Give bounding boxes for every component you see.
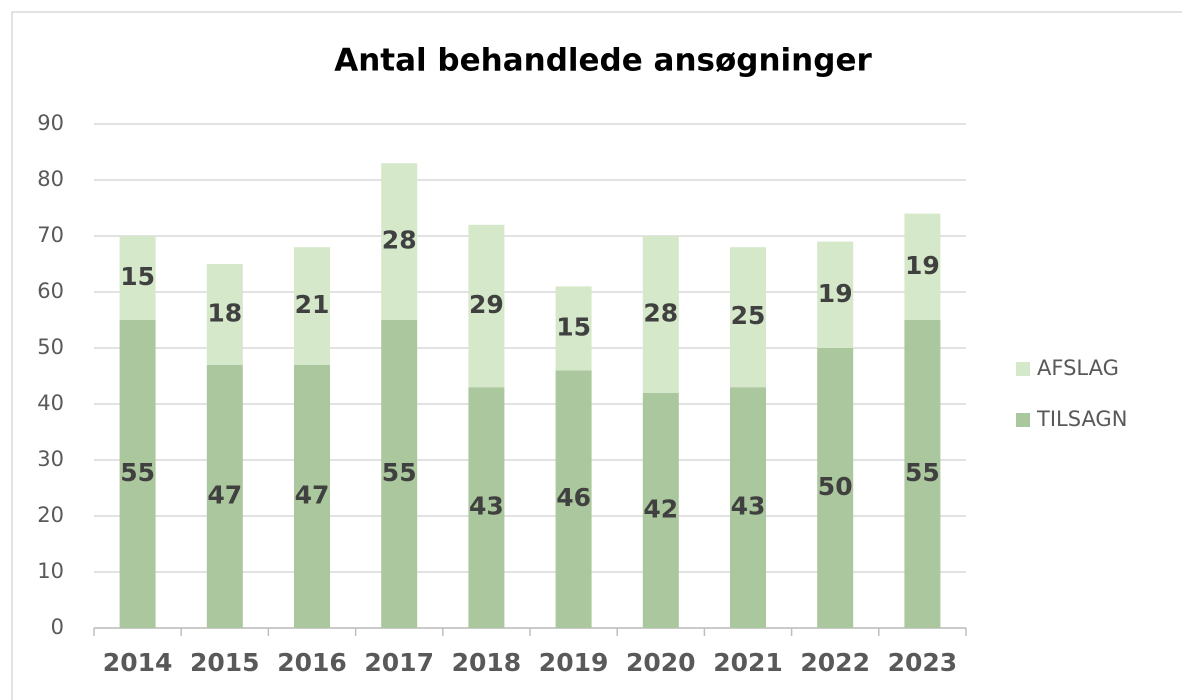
bar-segment [294, 364, 330, 628]
y-tick-label: 0 [51, 615, 64, 639]
x-tick-label: 2021 [713, 648, 783, 677]
chart-frame [11, 11, 1182, 700]
data-label: 25 [731, 301, 766, 330]
data-label: 47 [295, 480, 330, 509]
data-label: 15 [556, 312, 591, 341]
bar-segment [730, 247, 766, 388]
x-tick-label: 2017 [364, 648, 434, 677]
y-tick-label: 70 [37, 223, 64, 247]
bar-segment [642, 392, 679, 628]
bar-segment [642, 236, 679, 393]
chart-title: Antal behandlede ansøgninger [334, 43, 872, 79]
bar-segment [294, 247, 330, 365]
bar-segment [381, 163, 418, 320]
data-label: 21 [295, 290, 330, 319]
bar-segment [817, 348, 854, 628]
bar-segment [555, 286, 592, 371]
data-label: 19 [818, 279, 853, 308]
y-tick-label: 40 [37, 391, 64, 415]
bar-segment [206, 364, 243, 628]
x-tick-label: 2023 [888, 648, 958, 677]
bar-segment [119, 320, 156, 628]
x-tick-label: 2019 [539, 648, 609, 677]
bar-segment [381, 320, 418, 628]
data-label: 28 [382, 226, 417, 255]
data-label: 15 [120, 262, 155, 291]
legend-swatch [1016, 413, 1030, 427]
data-label: 18 [207, 298, 242, 327]
data-label: 46 [556, 483, 591, 512]
data-label: 28 [643, 298, 678, 327]
x-tick-label: 2022 [800, 648, 870, 677]
data-label: 47 [207, 480, 242, 509]
y-tick-label: 90 [37, 111, 64, 135]
y-tick-label: 50 [37, 335, 64, 359]
bar-segment [468, 224, 505, 388]
data-label: 19 [905, 251, 940, 280]
x-tick-label: 2015 [190, 648, 260, 677]
data-label: 43 [731, 492, 766, 521]
bar-segment [206, 264, 243, 365]
data-label: 55 [382, 458, 417, 487]
bar-segment [555, 370, 592, 628]
legend-label: AFSLAG [1037, 356, 1119, 380]
data-label: 55 [905, 458, 940, 487]
data-label: 55 [120, 458, 155, 487]
bar-segment [730, 387, 766, 628]
legend-swatch [1016, 362, 1030, 376]
x-tick-label: 2014 [103, 648, 173, 677]
y-tick-label: 60 [37, 279, 64, 303]
legend-label: TILSAGN [1036, 407, 1127, 431]
x-tick-label: 2020 [626, 648, 696, 677]
bar-segment [904, 213, 941, 320]
data-label: 29 [469, 290, 504, 319]
data-label: 50 [818, 472, 853, 501]
data-label: 42 [643, 494, 678, 523]
data-label: 43 [469, 492, 504, 521]
y-tick-label: 10 [37, 559, 64, 583]
x-tick-label: 2018 [452, 648, 522, 677]
y-tick-label: 80 [37, 167, 64, 191]
bar-segment [904, 320, 941, 628]
y-tick-label: 30 [37, 447, 64, 471]
bar-segment [468, 387, 505, 628]
y-tick-label: 20 [37, 503, 64, 527]
bar-segment [119, 236, 156, 320]
bar-segment [817, 241, 854, 348]
x-tick-label: 2016 [277, 648, 347, 677]
